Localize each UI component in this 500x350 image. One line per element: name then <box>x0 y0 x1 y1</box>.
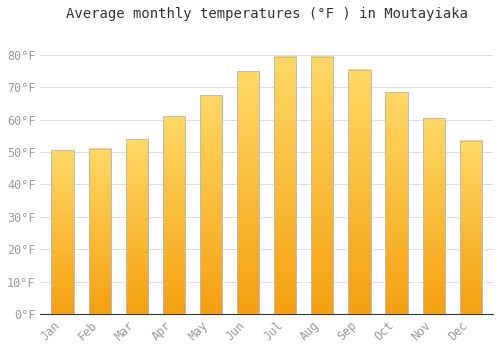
Bar <box>126 139 148 314</box>
Bar <box>348 70 370 314</box>
Title: Average monthly temperatures (°F ) in Moutayiaka: Average monthly temperatures (°F ) in Mo… <box>66 7 468 21</box>
Bar <box>460 141 482 314</box>
Bar <box>200 96 222 314</box>
Bar <box>52 150 74 314</box>
Bar <box>237 71 260 314</box>
Bar <box>274 57 296 314</box>
Bar <box>88 149 111 314</box>
Bar <box>422 118 445 314</box>
Bar <box>163 117 185 314</box>
Bar <box>386 92 407 314</box>
Bar <box>311 57 334 314</box>
